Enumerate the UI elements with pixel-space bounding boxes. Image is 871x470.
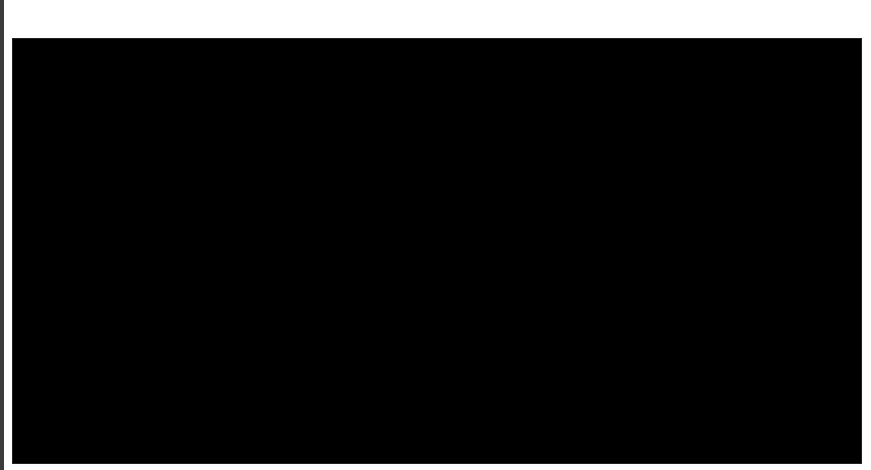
word-cloud-svg (13, 39, 861, 463)
window-left-edge (0, 0, 4, 470)
word-cloud-plot-area (12, 38, 862, 464)
